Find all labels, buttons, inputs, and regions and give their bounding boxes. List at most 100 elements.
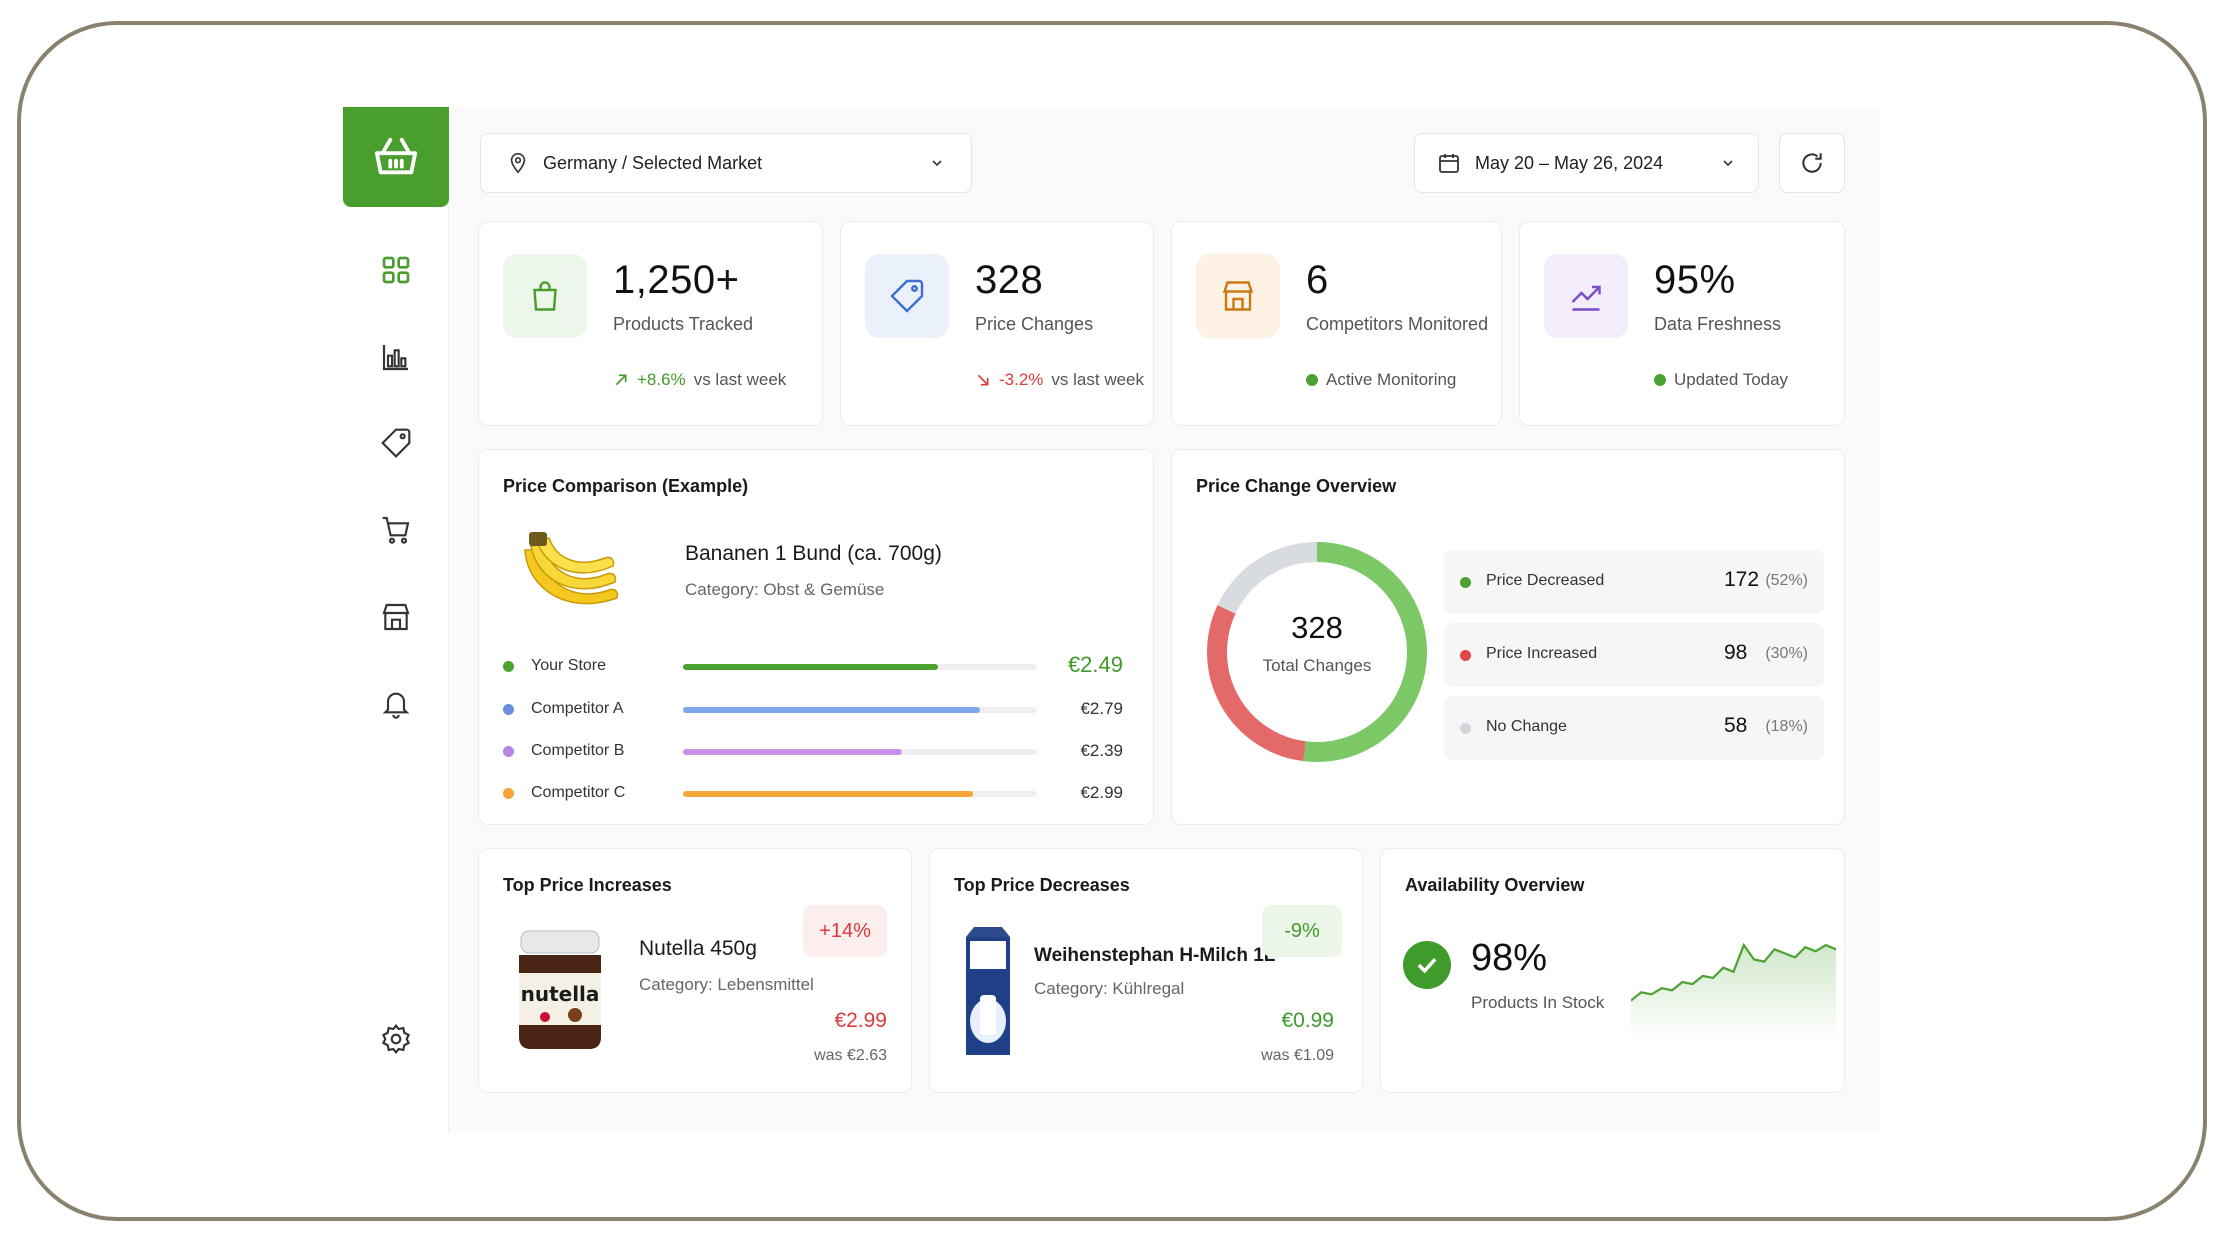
status-dot — [1654, 374, 1666, 386]
nav-settings-gear-icon[interactable] — [376, 1019, 416, 1059]
stat-card-price-changes: 328 Price Changes -3.2% vs last week — [840, 221, 1154, 426]
donut-segment-decreased — [1303, 542, 1427, 762]
logo-basket-icon[interactable] — [343, 107, 449, 207]
price-comparison-card: Price Comparison (Example) Bananen 1 Bun… — [478, 449, 1154, 825]
status-text: Updated Today — [1674, 370, 1789, 389]
comparison-row-competitor-c: Competitor C €2.99 — [503, 779, 1123, 809]
row-price: €2.99 — [1080, 783, 1123, 802]
donut-total-label: Total Changes — [1262, 656, 1372, 675]
stat-value: 6 — [1306, 258, 1329, 302]
row-percent: (52%) — [1765, 572, 1808, 589]
row-label: Competitor A — [531, 700, 624, 717]
price-bar-fill — [683, 707, 981, 713]
stat-label: Price Changes — [975, 314, 1094, 334]
row-label: No Change — [1486, 718, 1567, 735]
arrow-down-right-icon — [977, 374, 989, 386]
current-price: €0.99 — [1281, 1009, 1334, 1032]
overview-row-no-change: No Change 58 (18%) — [1444, 696, 1824, 760]
nav-cart-icon[interactable] — [376, 510, 416, 550]
decrease-badge: -9% — [1262, 905, 1342, 957]
storefront-icon — [1196, 254, 1280, 338]
card-title: Top Price Increases — [503, 875, 672, 895]
jar-label-text: nutella — [521, 982, 600, 1006]
shopping-bag-icon — [503, 254, 587, 338]
legend-dot — [1460, 650, 1471, 661]
legend-dot — [1460, 723, 1471, 734]
legend-dot — [1460, 577, 1471, 588]
row-count: 58 — [1724, 714, 1748, 737]
card-title: Availability Overview — [1405, 875, 1585, 895]
price-bar-track — [683, 791, 1037, 797]
card-title: Top Price Decreases — [954, 875, 1130, 895]
stat-value: 328 — [975, 258, 1044, 302]
price-tag-icon — [865, 254, 949, 338]
row-label: Price Increased — [1486, 645, 1598, 662]
price-bar-track — [683, 707, 1037, 713]
price-bar-fill — [683, 749, 903, 755]
row-label: Price Decreased — [1486, 572, 1605, 589]
market-select[interactable]: Germany / Selected Market — [480, 133, 972, 193]
chevron-down-icon — [932, 160, 942, 167]
product-category: Category: Lebensmittel — [639, 975, 814, 994]
stat-label: Products Tracked — [613, 314, 754, 334]
refresh-button[interactable] — [1779, 133, 1845, 193]
sparkline-area — [1631, 945, 1836, 1041]
row-label: Competitor C — [531, 784, 626, 801]
comparison-row-competitor-b: Competitor B €2.39 — [503, 737, 1123, 767]
top-price-decreases-card: Top Price Decreases Weihenstephan H-Milc… — [929, 848, 1363, 1093]
card-title: Price Change Overview — [1196, 476, 1397, 496]
nav-notifications-bell-icon[interactable] — [376, 683, 416, 723]
stat-label: Data Freshness — [1654, 314, 1782, 334]
price-change-overview-card: Price Change Overview 328 Total Changes … — [1171, 449, 1845, 825]
price-bar-track — [683, 749, 1037, 755]
product-name: Nutella 450g — [639, 937, 757, 960]
date-range-select[interactable]: May 20 – May 26, 2024 — [1414, 133, 1759, 193]
nav-dashboard-icon[interactable] — [376, 250, 416, 290]
previous-price: was €2.63 — [814, 1047, 887, 1064]
donut-segment-increased — [1207, 605, 1306, 762]
trend-suffix: vs last week — [693, 370, 787, 389]
row-percent: (30%) — [1765, 645, 1808, 662]
product-name: Weihenstephan H-Milch 1L — [1034, 945, 1276, 966]
trend-value: -3.2% — [999, 370, 1044, 389]
refresh-icon — [1802, 153, 1822, 173]
price-bar-fill — [683, 664, 938, 670]
date-range-value: May 20 – May 26, 2024 — [1475, 152, 1664, 173]
price-bar-track — [683, 664, 1037, 670]
previous-price: was €1.09 — [1261, 1047, 1334, 1064]
product-name: Bananen 1 Bund (ca. 700g) — [685, 542, 942, 565]
nav-prices-tag-icon[interactable] — [376, 423, 416, 463]
legend-dot — [503, 788, 514, 799]
availability-sparkline — [1631, 942, 1836, 1041]
current-price: €2.99 — [834, 1009, 887, 1032]
trend-value: +8.6% — [637, 370, 686, 389]
chevron-down-icon — [1723, 160, 1733, 167]
availability-overview-card: Availability Overview 98% Products In St… — [1380, 848, 1845, 1093]
sidebar — [343, 107, 449, 1133]
nav-store-icon[interactable] — [376, 597, 416, 637]
product-category: Category: Kühlregal — [1034, 979, 1185, 998]
arrow-up-right-icon — [615, 374, 627, 386]
stat-card-products-tracked: 1,250+ Products Tracked +8.6% vs last we… — [478, 221, 823, 426]
card-title: Price Comparison (Example) — [503, 476, 749, 496]
nav-analytics-icon[interactable] — [376, 337, 416, 377]
price-bar-fill — [683, 791, 974, 797]
stat-trend: +8.6% vs last week — [613, 370, 786, 390]
nutella-jar-image: nutella — [519, 930, 601, 1049]
trend-chart-icon — [1544, 254, 1628, 338]
check-circle-icon — [1403, 941, 1451, 989]
stat-value: 1,250+ — [613, 258, 740, 302]
stat-status: Active Monitoring — [1306, 370, 1456, 390]
row-label: Competitor B — [531, 742, 625, 759]
overview-row-increased: Price Increased 98 (30%) — [1444, 623, 1824, 687]
row-price: €2.79 — [1080, 699, 1123, 718]
legend-dot — [503, 661, 514, 672]
stat-trend: -3.2% vs last week — [975, 370, 1144, 390]
availability-value: 98% — [1471, 937, 1548, 979]
comparison-row-competitor-a: Competitor A €2.79 — [503, 695, 1123, 725]
status-text: Active Monitoring — [1326, 370, 1457, 389]
location-pin-icon — [510, 153, 526, 174]
status-dot — [1306, 374, 1318, 386]
sparkline-line — [1631, 942, 1836, 1002]
milk-carton-image — [966, 927, 1010, 1055]
